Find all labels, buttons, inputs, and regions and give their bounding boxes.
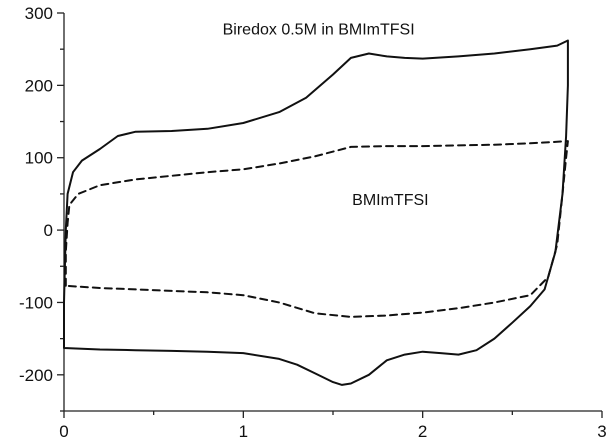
- series-line-solid: [63, 39, 569, 386]
- y-tick-label: 200: [25, 76, 53, 95]
- x-axis: 0 1 2 3: [59, 411, 607, 441]
- x-tick-label: 1: [239, 422, 248, 441]
- x-tick-label: 0: [59, 422, 68, 441]
- y-tick-label: 300: [25, 4, 53, 23]
- y-tick-label: 100: [25, 149, 53, 168]
- y-tick-label: 0: [44, 221, 53, 240]
- series-layer: [63, 39, 569, 386]
- y-tick-label: -200: [19, 366, 53, 385]
- y-axis: 300 200 100 0 -100 -200: [19, 4, 64, 412]
- annotation-label: BMImTFSI: [352, 192, 428, 209]
- y-tick-label: -100: [19, 293, 53, 312]
- annotations: Biredox 0.5M in BMImTFSI BMImTFSI: [223, 22, 429, 209]
- x-tick-label: 3: [597, 422, 606, 441]
- annotation-label: Biredox 0.5M in BMImTFSI: [223, 22, 415, 39]
- series-line-dashed: [64, 140, 569, 318]
- x-tick-label: 2: [418, 422, 427, 441]
